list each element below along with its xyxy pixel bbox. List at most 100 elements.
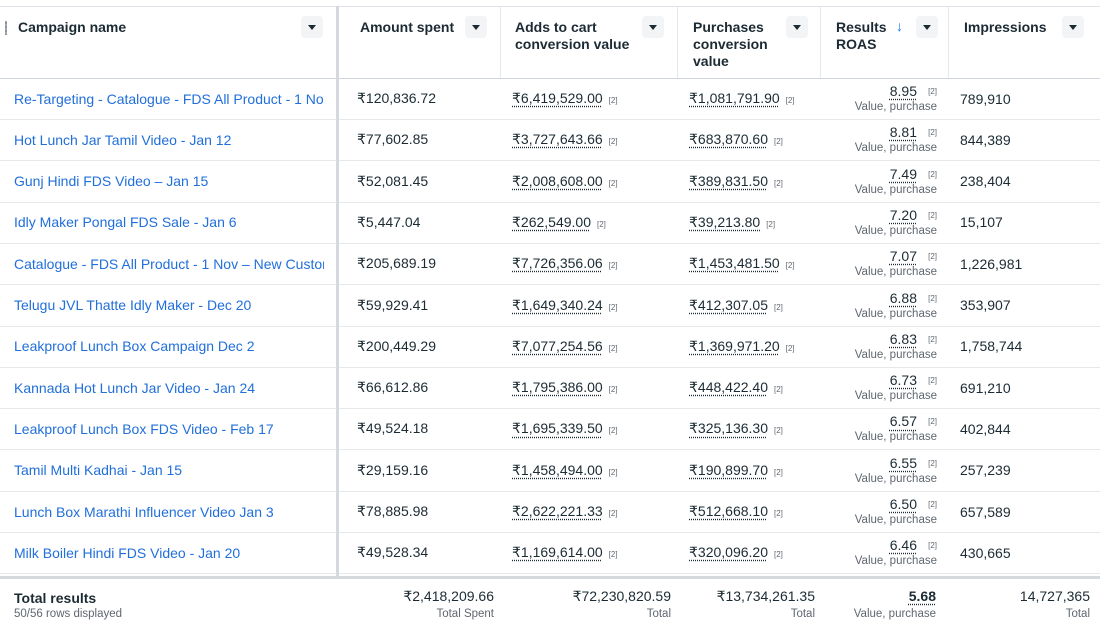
column-divider[interactable] bbox=[820, 6, 821, 78]
adds-to-cart-amount[interactable]: ₹1,795,386.00 bbox=[512, 379, 603, 396]
purchases-amount[interactable]: ₹190,899.70 bbox=[689, 462, 768, 479]
roas-value[interactable]: 6.57 bbox=[890, 413, 917, 429]
results-roas[interactable]: 6.57 [2] Value, purchase bbox=[820, 408, 937, 449]
adds-to-cart-amount[interactable]: ₹2,622,221.33 bbox=[512, 503, 603, 520]
campaign-name-link[interactable]: Lunch Box Marathi Influencer Video Jan 3 bbox=[14, 491, 324, 532]
results-roas[interactable]: 6.83 [2] Value, purchase bbox=[820, 326, 937, 367]
purchases-value[interactable]: ₹39,213.80 [2] bbox=[689, 202, 775, 243]
purchases-value[interactable]: ₹448,422.40 [2] bbox=[689, 367, 783, 408]
purchases-amount[interactable]: ₹683,870.60 bbox=[689, 131, 768, 148]
column-menu-button[interactable] bbox=[301, 16, 323, 38]
adds-to-cart-value[interactable]: ₹1,169,614.00 [2] bbox=[512, 532, 618, 573]
roas-value[interactable]: 6.88 bbox=[890, 290, 917, 306]
adds-to-cart-amount[interactable]: ₹1,458,494.00 bbox=[512, 462, 603, 479]
column-divider[interactable] bbox=[677, 6, 678, 78]
purchases-value[interactable]: ₹412,307.05 [2] bbox=[689, 285, 783, 326]
purchases-value[interactable]: ₹512,668.10 [2] bbox=[689, 491, 783, 532]
column-header-campaign-name[interactable]: Campaign name bbox=[0, 7, 337, 78]
column-menu-button[interactable] bbox=[465, 16, 487, 38]
purchases-value[interactable]: ₹683,870.60 [2] bbox=[689, 119, 783, 160]
campaign-name-link[interactable]: Hot Lunch Jar Tamil Video - Jan 12 bbox=[14, 119, 324, 160]
table-row[interactable]: Idly Maker Pongal FDS Sale - Jan 6 ₹5,447… bbox=[0, 202, 1100, 244]
campaign-name-link[interactable]: Telugu JVL Thatte Idly Maker - Dec 20 bbox=[14, 285, 324, 326]
adds-to-cart-amount[interactable]: ₹1,169,614.00 bbox=[512, 544, 603, 561]
adds-to-cart-value[interactable]: ₹7,726,356.06 [2] bbox=[512, 243, 618, 284]
table-row[interactable]: Gunj Hindi FDS Video – Jan 15 ₹52,081.45 ₹… bbox=[0, 161, 1100, 203]
roas-value[interactable]: 8.81 bbox=[890, 124, 917, 140]
results-roas[interactable]: 8.95 [2] Value, purchase bbox=[820, 78, 937, 119]
results-roas[interactable]: 6.73 [2] Value, purchase bbox=[820, 367, 937, 408]
purchases-value[interactable]: ₹389,831.50 [2] bbox=[689, 161, 783, 202]
column-header-results-roas[interactable]: Results ROAS ↓ bbox=[820, 7, 948, 78]
purchases-value[interactable]: ₹1,453,481.50 [2] bbox=[689, 243, 795, 284]
table-row[interactable]: Kannada Hot Lunch Jar Video - Jan 24 ₹66,… bbox=[0, 367, 1100, 409]
adds-to-cart-amount[interactable]: ₹1,695,339.50 bbox=[512, 420, 603, 437]
results-roas[interactable]: 8.81 [2] Value, purchase bbox=[820, 119, 937, 160]
column-header-purchases-value[interactable]: Purchases conversion value bbox=[677, 7, 820, 78]
adds-to-cart-amount[interactable]: ₹2,008,608.00 bbox=[512, 173, 603, 190]
results-roas[interactable]: 6.55 [2] Value, purchase bbox=[820, 450, 937, 491]
purchases-value[interactable]: ₹190,899.70 [2] bbox=[689, 450, 783, 491]
purchases-amount[interactable]: ₹325,136.30 bbox=[689, 420, 768, 437]
roas-value[interactable]: 7.20 bbox=[890, 207, 917, 223]
results-roas[interactable]: 7.20 [2] Value, purchase bbox=[820, 202, 937, 243]
adds-to-cart-value[interactable]: ₹3,727,643.66 [2] bbox=[512, 119, 618, 160]
campaign-name-link[interactable]: Leakproof Lunch Box FDS Video - Feb 17 bbox=[14, 408, 324, 449]
table-row[interactable]: Leakproof Lunch Box Campaign Dec 2 ₹200,4… bbox=[0, 326, 1100, 368]
adds-to-cart-value[interactable]: ₹2,622,221.33 [2] bbox=[512, 491, 618, 532]
total-roas[interactable]: 5.68 bbox=[909, 588, 936, 604]
adds-to-cart-amount[interactable]: ₹7,726,356.06 bbox=[512, 255, 603, 272]
campaign-name-link[interactable]: Gunj Hindi FDS Video – Jan 15 bbox=[14, 161, 324, 202]
results-roas[interactable]: 6.46 [2] Value, purchase bbox=[820, 532, 937, 573]
adds-to-cart-value[interactable]: ₹7,077,254.56 [2] bbox=[512, 326, 618, 367]
adds-to-cart-value[interactable]: ₹2,008,608.00 [2] bbox=[512, 161, 618, 202]
results-roas[interactable]: 7.49 [2] Value, purchase bbox=[820, 161, 937, 202]
adds-to-cart-amount[interactable]: ₹262,549.00 bbox=[512, 214, 591, 231]
roas-value[interactable]: 6.73 bbox=[890, 372, 917, 388]
adds-to-cart-value[interactable]: ₹262,549.00 [2] bbox=[512, 202, 606, 243]
results-roas[interactable]: 6.50 [2] Value, purchase bbox=[820, 491, 937, 532]
roas-value[interactable]: 6.55 bbox=[890, 455, 917, 471]
adds-to-cart-amount[interactable]: ₹3,727,643.66 bbox=[512, 131, 603, 148]
column-menu-button[interactable] bbox=[642, 16, 664, 38]
adds-to-cart-value[interactable]: ₹1,458,494.00 [2] bbox=[512, 450, 618, 491]
table-row[interactable]: Hot Lunch Jar Tamil Video - Jan 12 ₹77,60… bbox=[0, 119, 1100, 161]
column-header-impressions[interactable]: Impressions bbox=[948, 7, 1100, 78]
column-header-adds-to-cart[interactable]: Adds to cart conversion value bbox=[500, 7, 677, 78]
adds-to-cart-amount[interactable]: ₹7,077,254.56 bbox=[512, 338, 603, 355]
table-row[interactable]: Catalogue - FDS All Product - 1 Nov – Ne… bbox=[0, 243, 1100, 285]
column-header-amount-spent[interactable]: Amount spent bbox=[342, 7, 500, 78]
campaign-name-link[interactable]: Idly Maker Pongal FDS Sale - Jan 6 bbox=[14, 202, 324, 243]
roas-value[interactable]: 7.07 bbox=[890, 248, 917, 264]
purchases-amount[interactable]: ₹39,213.80 bbox=[689, 214, 760, 231]
campaign-name-link[interactable]: Catalogue - FDS All Product - 1 Nov – Ne… bbox=[14, 243, 324, 284]
purchases-amount[interactable]: ₹320,096.20 bbox=[689, 544, 768, 561]
purchases-value[interactable]: ₹1,081,791.90 [2] bbox=[689, 78, 795, 119]
campaign-name-link[interactable]: Tamil Multi Kadhai - Jan 15 bbox=[14, 450, 324, 491]
purchases-amount[interactable]: ₹512,668.10 bbox=[689, 503, 768, 520]
adds-to-cart-value[interactable]: ₹1,649,340.24 [2] bbox=[512, 285, 618, 326]
column-menu-button[interactable] bbox=[916, 16, 938, 38]
purchases-amount[interactable]: ₹412,307.05 bbox=[689, 297, 768, 314]
roas-value[interactable]: 6.46 bbox=[890, 537, 917, 553]
roas-value[interactable]: 6.83 bbox=[890, 331, 917, 347]
table-row[interactable]: Milk Boiler Hindi FDS Video - Jan 20 ₹49,… bbox=[0, 532, 1100, 574]
campaign-name-link[interactable]: Re-Targeting - Catalogue - FDS All Produ… bbox=[14, 78, 324, 119]
purchases-amount[interactable]: ₹1,369,971.20 bbox=[689, 338, 780, 355]
results-roas[interactable]: 7.07 [2] Value, purchase bbox=[820, 243, 937, 284]
column-divider[interactable] bbox=[336, 6, 339, 630]
purchases-amount[interactable]: ₹389,831.50 bbox=[689, 173, 768, 190]
adds-to-cart-amount[interactable]: ₹1,649,340.24 bbox=[512, 297, 603, 314]
column-menu-button[interactable] bbox=[786, 16, 808, 38]
roas-value[interactable]: 6.50 bbox=[890, 496, 917, 512]
purchases-amount[interactable]: ₹1,081,791.90 bbox=[689, 90, 780, 107]
table-row[interactable]: Telugu JVL Thatte Idly Maker - Dec 20 ₹59… bbox=[0, 285, 1100, 327]
adds-to-cart-value[interactable]: ₹6,419,529.00 [2] bbox=[512, 78, 618, 119]
results-roas[interactable]: 6.88 [2] Value, purchase bbox=[820, 285, 937, 326]
sort-descending-icon[interactable]: ↓ bbox=[896, 18, 903, 34]
roas-value[interactable]: 7.49 bbox=[890, 166, 917, 182]
campaign-name-link[interactable]: Leakproof Lunch Box Campaign Dec 2 bbox=[14, 326, 324, 367]
purchases-value[interactable]: ₹1,369,971.20 [2] bbox=[689, 326, 795, 367]
purchases-value[interactable]: ₹325,136.30 [2] bbox=[689, 408, 783, 449]
column-divider[interactable] bbox=[948, 6, 949, 78]
